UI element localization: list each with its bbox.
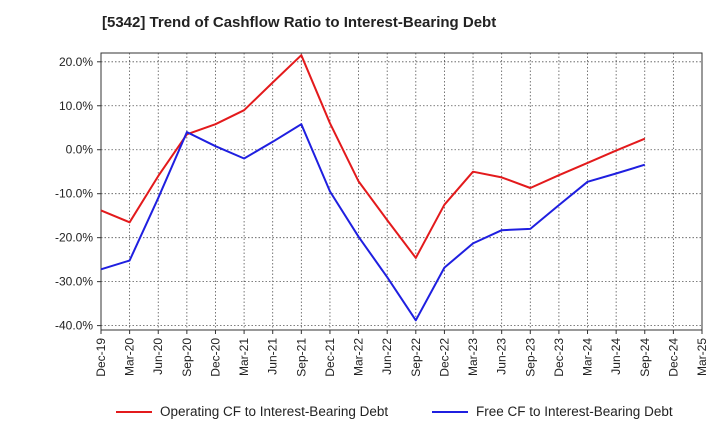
- x-tick-label: Mar-23: [466, 338, 480, 376]
- x-tick-label: Sep-24: [638, 338, 652, 377]
- x-tick-label: Jun-24: [609, 338, 623, 375]
- x-tick-label: Jun-21: [266, 338, 280, 375]
- x-tick-label: Jun-20: [151, 338, 165, 375]
- y-tick-label: -20.0%: [55, 231, 93, 245]
- legend-label-operating: Operating CF to Interest-Bearing Debt: [160, 404, 389, 419]
- x-tick-label: Dec-21: [323, 338, 337, 377]
- x-tick-label: Jun-22: [380, 338, 394, 375]
- x-tick-label: Sep-22: [409, 338, 423, 377]
- x-tick-label: Dec-20: [208, 338, 222, 377]
- x-tick-label: Sep-21: [294, 338, 308, 377]
- y-tick-label: 10.0%: [59, 99, 93, 113]
- y-tick-label: 20.0%: [59, 55, 93, 69]
- x-tick-label: Mar-24: [581, 338, 595, 376]
- series-line-free: [100, 123, 646, 322]
- series-line-operating: [100, 54, 646, 259]
- x-tick-label: Mar-20: [123, 338, 137, 376]
- x-tick-label: Dec-22: [437, 338, 451, 377]
- y-tick-label: -40.0%: [55, 319, 93, 333]
- y-tick-label: 0.0%: [66, 143, 94, 157]
- grid-lines: [101, 53, 702, 330]
- x-tick-label: Dec-19: [94, 338, 108, 377]
- x-axis-ticks: Dec-19 Mar-20 Jun-20 Sep-20 Dec-20 Mar-21 Jun-…: [94, 330, 709, 377]
- series-lines: [100, 54, 646, 322]
- x-tick-label: Mar-21: [237, 338, 251, 376]
- legend-swatch-operating: [116, 410, 152, 413]
- y-tick-label: -30.0%: [55, 275, 93, 289]
- x-tick-label: Jun-23: [495, 338, 509, 375]
- x-tick-label: Sep-23: [523, 338, 537, 377]
- legend-item-operating: Operating CF to Interest-Bearing Debt: [116, 404, 388, 419]
- y-axis-ticks: 20.0% 10.0% 0.0% -10.0% -20.0% -30.0% -40.0%: [55, 55, 101, 333]
- x-tick-label: Mar-22: [352, 338, 366, 376]
- y-tick-label: -10.0%: [55, 187, 93, 201]
- legend: Operating CF to Interest-Bearing Debt Fr…: [0, 404, 720, 426]
- plot-area: [100, 52, 703, 331]
- legend-swatch-free: [432, 410, 468, 413]
- x-tick-label: Mar-25: [695, 338, 709, 376]
- chart-title: [5342] Trend of Cashflow Ratio to Intere…: [102, 14, 497, 31]
- legend-item-free: Free CF to Interest-Bearing Debt: [432, 404, 673, 419]
- x-tick-label: Dec-23: [552, 338, 566, 377]
- x-tick-label: Sep-20: [180, 338, 194, 377]
- x-tick-label: Dec-24: [666, 338, 680, 377]
- legend-label-free: Free CF to Interest-Bearing Debt: [476, 404, 673, 419]
